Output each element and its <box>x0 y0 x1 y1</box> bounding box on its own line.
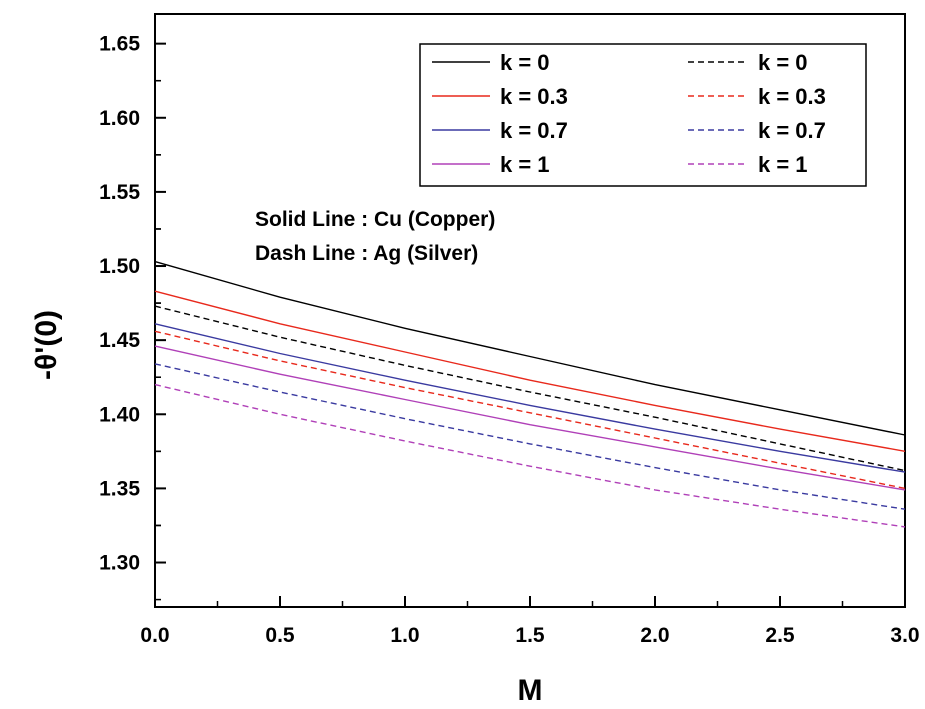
x-tick-label: 1.0 <box>390 624 419 647</box>
series-line-ag-5 <box>154 330 906 490</box>
legend-label: k = 0.7 <box>500 118 568 143</box>
legend-label: k = 0.7 <box>758 118 826 143</box>
x-tick-label: 0.0 <box>140 624 169 647</box>
legend-label: k = 0.3 <box>758 84 826 109</box>
legend-label: k = 0.3 <box>500 84 568 109</box>
series-line-ag-4 <box>154 305 906 472</box>
y-axis-title: -θ'(0) <box>30 310 63 380</box>
y-tick-label: 1.30 <box>99 552 140 575</box>
x-tick-label: 2.5 <box>765 624 795 647</box>
series-line-ag-7 <box>154 383 906 528</box>
series-line-cu-3 <box>154 345 906 491</box>
series-line-cu-1 <box>154 290 906 452</box>
tick-labels: 0.0 0.5 1.0 1.5 2.0 2.5 3.0 1.30 1.35 1.40 1.45 1.5… <box>99 33 919 647</box>
legend-label: k = 1 <box>758 152 808 177</box>
legend-label: k = 0 <box>500 50 550 75</box>
x-tick-label: 1.5 <box>515 624 545 647</box>
series-line-cu-2 <box>154 323 906 473</box>
annotation-block: Solid Line : Cu (Copper) Dash Line : Ag … <box>255 208 495 265</box>
annotation-solid-line: Solid Line : Cu (Copper) <box>255 208 495 231</box>
y-tick-label: 1.65 <box>99 33 140 56</box>
series-line-cu-0 <box>154 260 906 436</box>
annotation-dash-line: Dash Line : Ag (Silver) <box>255 242 478 265</box>
x-tick-label: 3.0 <box>890 624 919 647</box>
legend: k = 0 k = 0.3 k = 0.7 k = 1 k = 0 k = 0.3 k = … <box>419 43 867 187</box>
y-tick-label: 1.60 <box>99 107 140 130</box>
y-tick-label: 1.55 <box>99 181 140 204</box>
series-line-ag-6 <box>154 363 906 510</box>
axis-ticks <box>154 42 906 607</box>
series-lines <box>154 260 906 528</box>
y-tick-label: 1.50 <box>99 255 140 278</box>
y-tick-label: 1.45 <box>99 329 140 352</box>
legend-label: k = 1 <box>500 152 550 177</box>
y-tick-label: 1.40 <box>99 403 140 426</box>
x-tick-label: 2.0 <box>640 624 669 647</box>
legend-box <box>419 43 867 187</box>
y-tick-label: 1.35 <box>99 477 140 500</box>
x-axis-title: M <box>518 674 543 707</box>
x-tick-label: 0.5 <box>265 624 295 647</box>
legend-label: k = 0 <box>758 50 808 75</box>
